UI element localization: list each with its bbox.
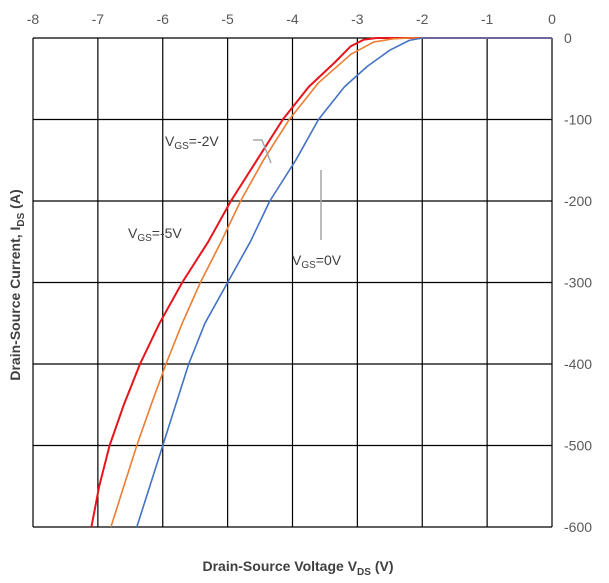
series-layer	[90, 37, 552, 528]
series-line-1	[110, 37, 552, 528]
annotation-leader-1	[253, 139, 272, 164]
x-tick-label: -7	[92, 11, 105, 27]
x-tick-label: -2	[416, 11, 429, 27]
y-tick-label: -600	[564, 519, 592, 535]
annotation-label-0: VGS=-5V	[128, 225, 182, 244]
annotation-label-2: VGS=0V	[292, 252, 342, 271]
series-line-2	[136, 37, 552, 528]
x-tick-label: -8	[27, 11, 40, 27]
y-tick-label: -200	[564, 193, 592, 209]
y-tick-label: -300	[564, 275, 592, 291]
x-axis-title: Drain-Source Voltage VDS (V)	[202, 558, 393, 578]
grid	[32, 37, 553, 528]
y-tick-labels: 0 -100 -200 -300 -400 -500 -600	[564, 30, 592, 535]
x-tick-label: -3	[351, 11, 364, 27]
x-tick-label: -5	[221, 11, 234, 27]
y-tick-label: -100	[564, 112, 592, 128]
y-tick-label: 0	[564, 30, 572, 46]
y-tick-label: -400	[564, 356, 592, 372]
annotation-label-1: VGS=-2V	[165, 133, 219, 152]
series-line-0	[90, 37, 552, 528]
annotation-layer: VGS=-5V VGS=-2V VGS=0V	[128, 133, 342, 271]
x-tick-labels: -8 -7 -6 -5 -4 -3 -2 -1 0	[27, 11, 556, 27]
x-tick-label: -1	[481, 11, 494, 27]
x-tick-label: -4	[286, 11, 299, 27]
y-axis-title: Drain-Source Current, IDS (A)	[7, 189, 27, 380]
x-tick-label: -6	[157, 11, 170, 27]
y-tick-label: -500	[564, 438, 592, 454]
x-tick-label: 0	[548, 11, 556, 27]
